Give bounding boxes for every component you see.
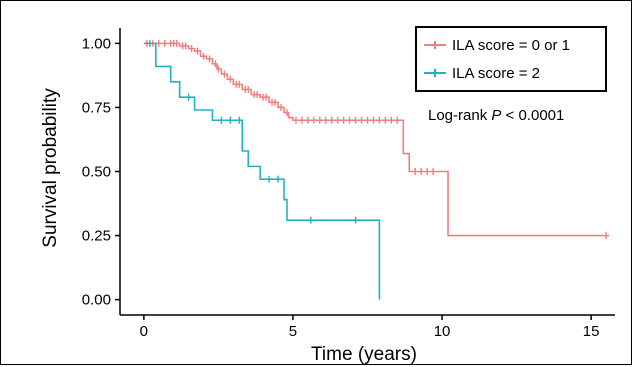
y-tick-label: 0.00 bbox=[82, 292, 111, 309]
y-tick-label: 0.50 bbox=[82, 164, 111, 181]
legend-box bbox=[415, 26, 607, 92]
y-tick-label: 0.25 bbox=[82, 228, 111, 245]
y-tick-label: 0.75 bbox=[82, 99, 111, 116]
x-tick-label: 5 bbox=[289, 323, 297, 340]
x-tick-label: 10 bbox=[434, 323, 451, 340]
x-tick-label: 0 bbox=[140, 323, 148, 340]
log-rank-p: P bbox=[491, 107, 501, 124]
log-rank-prefix: Log-rank bbox=[428, 107, 491, 124]
log-rank-suffix: < 0.0001 bbox=[501, 107, 564, 124]
series-layer bbox=[143, 39, 610, 300]
series-ila-0-1 bbox=[143, 39, 610, 240]
series-ila-2 bbox=[143, 39, 381, 300]
survival-curve-ila-2 bbox=[143, 42, 381, 300]
y-axis-title: Survival probability bbox=[40, 88, 61, 248]
survival-curve-ila-0-1 bbox=[143, 42, 610, 237]
x-axis-title: Time (years) bbox=[311, 344, 417, 365]
legend-item-ila-2: ILA score = 2 bbox=[424, 65, 540, 82]
axes: 0 5 10 15 0.00 0.25 0.50 0.75 1.00 bbox=[82, 28, 615, 340]
x-tick-label: 15 bbox=[583, 323, 600, 340]
y-tick-label: 1.00 bbox=[82, 35, 111, 52]
legend-item-ila-0-1: ILA score = 0 or 1 bbox=[424, 37, 570, 54]
legend-label-ila-0-1: ILA score = 0 or 1 bbox=[452, 37, 570, 54]
log-rank-annotation: Log-rank P < 0.0001 bbox=[428, 107, 564, 124]
legend-label-ila-2: ILA score = 2 bbox=[452, 65, 540, 82]
legend: ILA score = 0 or 1 ILA score = 2 bbox=[415, 26, 607, 92]
